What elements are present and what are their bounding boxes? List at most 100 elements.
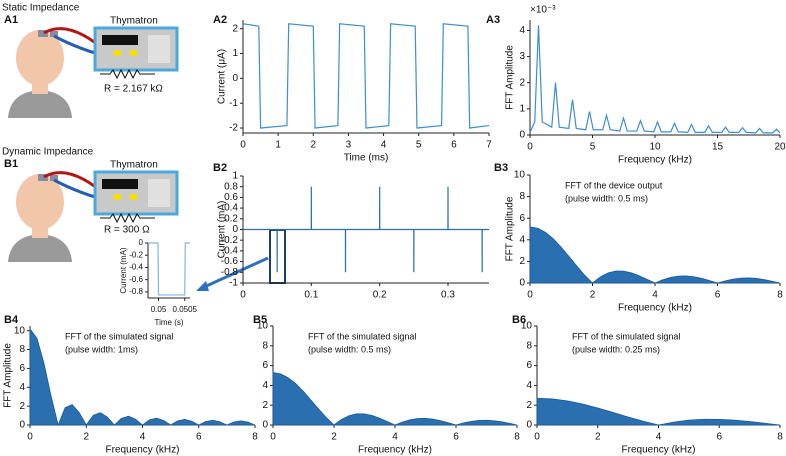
device-label: Thymatron bbox=[110, 160, 158, 171]
x-tick-label: 0.0505 bbox=[173, 305, 198, 314]
y-axis-label: FFT Amplitude bbox=[505, 45, 516, 110]
x-tick-label: 2 bbox=[311, 140, 317, 151]
x-tick-label: 0 bbox=[27, 432, 33, 443]
button bbox=[130, 194, 137, 200]
x-tick-label: 0 bbox=[527, 290, 533, 301]
x-tick-label: 8 bbox=[514, 432, 520, 443]
y-tick-label: 4 bbox=[19, 382, 25, 393]
y-tick-label: -1 bbox=[229, 98, 238, 109]
y-tick-label: 8 bbox=[526, 340, 532, 351]
y-multiplier: ×10⁻³ bbox=[530, 5, 556, 16]
x-tick-label: 2 bbox=[331, 432, 337, 443]
y-tick-label: 0 bbox=[139, 238, 144, 247]
y-tick-label: 0.4 bbox=[224, 203, 238, 214]
line bbox=[529, 25, 781, 134]
x-tick-label: 4 bbox=[381, 140, 387, 151]
x-tick-label: 0 bbox=[270, 432, 276, 443]
y-tick-label: 0 bbox=[519, 278, 525, 289]
area bbox=[29, 327, 256, 427]
x-tick-label: 10 bbox=[649, 142, 661, 153]
y-tick-label: 10 bbox=[521, 321, 533, 332]
annotation: (pulse width: 0.5 ms) bbox=[308, 344, 391, 354]
y-tick-label: 2 bbox=[519, 256, 525, 267]
y-tick-label: 3 bbox=[519, 51, 525, 62]
y-tick-label: -0.6 bbox=[221, 256, 239, 267]
x-tick-label: 0 bbox=[527, 142, 533, 153]
y-tick-label: 0.6 bbox=[224, 192, 238, 203]
y-tick-label: 0 bbox=[262, 420, 268, 431]
y-tick-label: 6 bbox=[262, 360, 268, 371]
shoulders bbox=[8, 234, 72, 262]
y-tick-label: 4 bbox=[519, 25, 525, 36]
y-tick-label: 0 bbox=[232, 73, 238, 84]
panel-label: A2 bbox=[213, 14, 227, 26]
x-tick-label: 5 bbox=[416, 140, 422, 151]
y-tick-label: 1 bbox=[232, 171, 238, 182]
y-tick-label: -2 bbox=[229, 123, 238, 134]
x-tick-label: 0.3 bbox=[441, 290, 455, 301]
annotation: (pulse width: 0.5 ms) bbox=[565, 193, 648, 203]
x-tick-label: 15 bbox=[712, 142, 724, 153]
button bbox=[114, 194, 121, 200]
panel-label: B2 bbox=[213, 162, 227, 174]
annotation: FFT of the simulated signal bbox=[572, 331, 680, 341]
line bbox=[242, 23, 490, 129]
x-tick-label: 0 bbox=[534, 432, 540, 443]
y-tick-label: 8 bbox=[262, 340, 268, 351]
resistor bbox=[100, 212, 155, 224]
head bbox=[16, 174, 64, 230]
x-tick-label: 6 bbox=[453, 432, 459, 443]
y-tick-label: -0.8 bbox=[221, 267, 239, 278]
button bbox=[114, 50, 121, 56]
y-tick-label: 6 bbox=[19, 363, 25, 374]
shoulders bbox=[8, 90, 72, 118]
y-tick-label: 4 bbox=[519, 234, 525, 245]
panel-label: B3 bbox=[494, 162, 508, 174]
y-tick-label: -0.8 bbox=[129, 287, 143, 296]
x-axis-label: Frequency (kHz) bbox=[358, 445, 432, 456]
y-tick-label: 10 bbox=[14, 325, 26, 336]
diagram-title: Static Impedance bbox=[2, 3, 80, 14]
annotation: FFT of the simulated signal bbox=[65, 331, 173, 341]
y-tick-label: 2 bbox=[262, 400, 268, 411]
diagram-b1: Dynamic Impedance B1 Thymatron R = 300 Ω bbox=[2, 147, 179, 262]
x-tick-label: 0.05 bbox=[151, 305, 167, 314]
y-axis-label: Current (μA) bbox=[217, 49, 228, 104]
annotation: (pulse width: 0.25 ms) bbox=[572, 344, 660, 354]
x-tick-label: 3 bbox=[346, 140, 352, 151]
y-tick-label: 1 bbox=[519, 104, 525, 115]
x-tick-label: 8 bbox=[777, 432, 783, 443]
y-tick-label: 4 bbox=[262, 380, 268, 391]
display bbox=[102, 35, 138, 45]
y-tick-label: 1 bbox=[232, 48, 238, 59]
y-tick-label: -0.6 bbox=[129, 275, 143, 284]
y-tick-label: 0.8 bbox=[224, 181, 238, 192]
x-tick-label: 7 bbox=[486, 140, 492, 151]
y-tick-label: 0 bbox=[19, 420, 25, 431]
x-tick-label: 8 bbox=[252, 432, 258, 443]
y-tick-label: 4 bbox=[526, 380, 532, 391]
annotation: (pulse width: 1ms) bbox=[65, 344, 138, 354]
x-axis-label: Time (s) bbox=[154, 318, 183, 327]
x-tick-label: 1 bbox=[275, 140, 281, 151]
panel-label: B4 bbox=[4, 314, 19, 326]
x-tick-label: 2 bbox=[595, 432, 601, 443]
x-axis-label: Frequency (kHz) bbox=[622, 445, 696, 456]
line bbox=[243, 186, 489, 273]
resistor bbox=[100, 68, 155, 80]
x-tick-label: 6 bbox=[715, 290, 721, 301]
x-axis-label: Time (ms) bbox=[344, 153, 389, 164]
diagram-a1: Static Impedance A1 Thymatron R = 2.167 … bbox=[2, 3, 179, 118]
x-axis-label: Frequency (kHz) bbox=[106, 445, 180, 456]
zoom-arrow bbox=[201, 256, 269, 290]
display bbox=[102, 179, 138, 189]
area bbox=[536, 397, 781, 426]
annotation: FFT of the simulated signal bbox=[308, 331, 416, 341]
electrode bbox=[50, 31, 58, 37]
head bbox=[16, 30, 64, 86]
panel bbox=[148, 179, 170, 207]
area bbox=[272, 372, 518, 426]
x-tick-label: 2 bbox=[83, 432, 89, 443]
panel-label: A3 bbox=[486, 14, 500, 26]
y-tick-label: -1 bbox=[229, 278, 238, 289]
